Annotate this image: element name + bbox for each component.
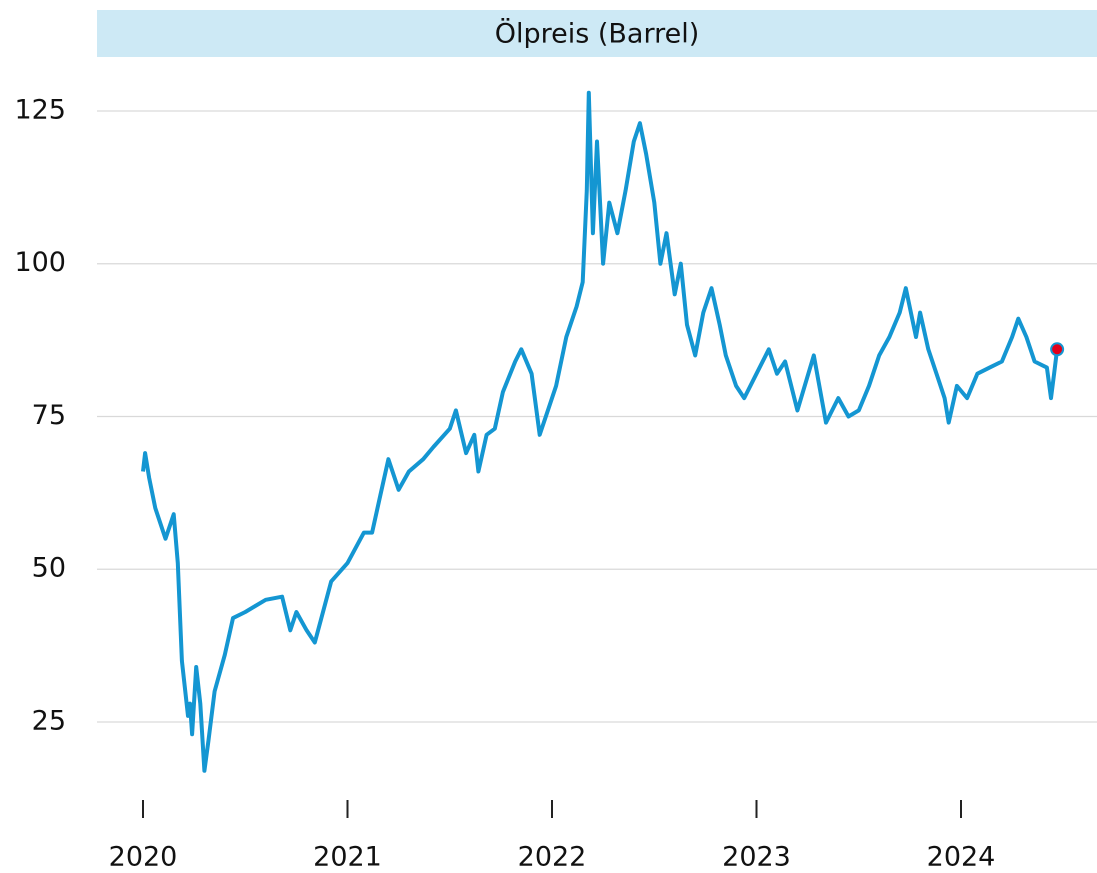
- price-line: [141, 90, 1060, 773]
- end-marker: [1050, 342, 1065, 357]
- y-tick-label: 125: [14, 94, 66, 125]
- x-tick-label: 2024: [927, 842, 996, 873]
- y-tick-label: 100: [14, 247, 66, 278]
- y-tick-label: 50: [32, 553, 66, 584]
- x-tick-label: 2022: [518, 842, 587, 873]
- y-tick-label: 75: [32, 400, 66, 431]
- x-tick-label: 2020: [109, 842, 178, 873]
- y-tick-label: 25: [32, 705, 66, 736]
- chart-title: Ölpreis (Barrel): [495, 18, 700, 50]
- title-bar: [97, 10, 1097, 57]
- x-tick-label: 2023: [722, 842, 791, 873]
- x-tick-label: 2021: [313, 842, 382, 873]
